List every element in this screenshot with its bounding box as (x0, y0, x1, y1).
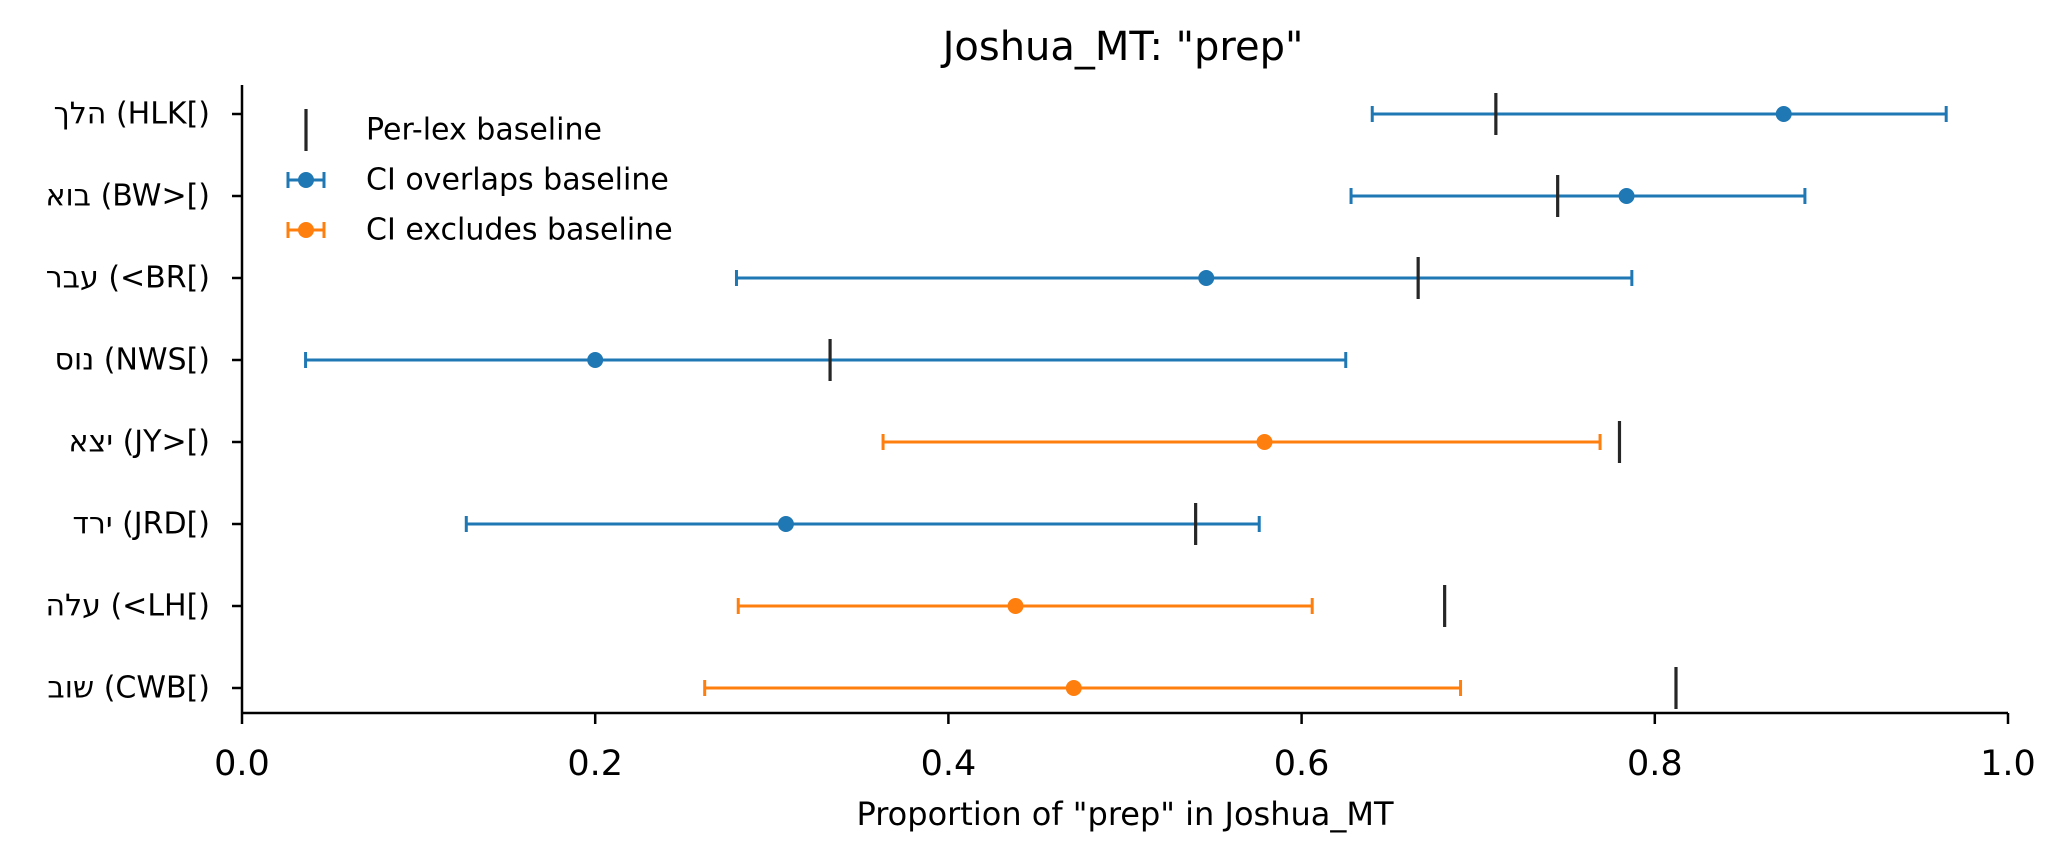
point-estimate (587, 352, 604, 368)
y-tick-label: עבר (<BR[) (46, 261, 210, 296)
y-tick-label: נוס (NWS[) (55, 343, 210, 378)
point-estimate (1775, 106, 1792, 122)
data-row (734, 257, 1634, 299)
legend-item-overlap: CI overlaps baseline (286, 163, 669, 198)
y-tick-label: הלך (HLK[) (54, 97, 210, 132)
plot-area (304, 93, 1948, 709)
legend-label: Per-lex baseline (366, 113, 602, 148)
data-row (304, 339, 1348, 381)
x-tick-label: 1.0 (1980, 744, 2036, 784)
point-estimate (1618, 188, 1635, 204)
chart-title: Joshua_MT: "prep" (940, 24, 1304, 70)
data-row (464, 503, 1261, 545)
point-estimate (1007, 598, 1024, 614)
data-row (881, 421, 1622, 463)
data-row (736, 585, 1447, 627)
legend-label: CI overlaps baseline (366, 163, 669, 198)
point-estimate (1065, 680, 1082, 696)
x-axis-ticks: 0.0 0.2 0.4 0.6 0.8 1.0 (214, 713, 2036, 784)
x-tick-label: 0.2 (567, 744, 623, 784)
data-row (1349, 175, 1807, 217)
legend-swatch-point (298, 172, 314, 188)
x-axis-label: Proportion of "prep" in Joshua_MT (856, 795, 1393, 833)
legend-swatch-point (298, 222, 314, 238)
legend-item-exclude: CI excludes baseline (286, 213, 673, 248)
y-tick-label: ירד (JRD[) (73, 507, 210, 542)
x-tick-label: 0.8 (1627, 744, 1683, 784)
y-tick-label: בוא (BW>[) (45, 179, 210, 214)
x-tick-label: 0.6 (1274, 744, 1330, 784)
legend-item-baseline: Per-lex baseline (304, 109, 602, 151)
point-estimate (777, 516, 794, 532)
y-tick-label: עלה (<LH[) (46, 589, 211, 624)
y-tick-label: יצא (JY>[) (68, 425, 210, 460)
y-tick-label: שוב (CWB[) (47, 671, 210, 706)
legend-label: CI excludes baseline (366, 213, 673, 248)
point-estimate (1198, 270, 1215, 286)
point-estimate (1256, 434, 1273, 450)
x-tick-label: 0.4 (921, 744, 977, 784)
legend: Per-lex baseline CI overlaps baseline CI e… (286, 109, 673, 248)
data-row (703, 667, 1678, 709)
y-axis-ticks: הלך (HLK[) בוא (BW>[) עבר (<BR[) נוס (NWS[)… (45, 97, 242, 706)
x-tick-label: 0.0 (214, 744, 270, 784)
data-row (1370, 93, 1948, 135)
